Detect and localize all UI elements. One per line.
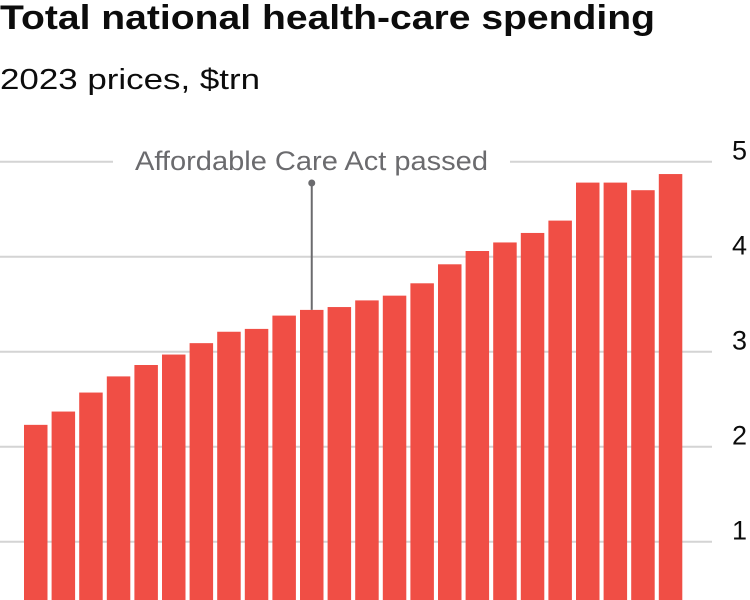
bar [576, 182, 600, 600]
bar [300, 309, 324, 600]
bar [520, 232, 545, 600]
bar [658, 174, 683, 600]
bar [548, 220, 572, 600]
bar [106, 376, 131, 600]
annotation: Affordable Care Act passed [135, 146, 488, 310]
bar [244, 328, 269, 600]
annotation-label: Affordable Care Act passed [135, 146, 488, 176]
y-tick-label: 3 [732, 326, 747, 356]
bar [410, 283, 434, 600]
chart-subtitle: 2023 prices, $trn [0, 64, 260, 96]
y-tick-label: 1 [732, 516, 747, 546]
y-tick-label: 2 [732, 421, 747, 451]
bar [382, 295, 407, 600]
y-tick-label: 4 [732, 231, 747, 261]
bar [631, 190, 655, 600]
bar [79, 392, 103, 600]
bar [189, 343, 214, 600]
bar [24, 424, 48, 600]
bar [272, 315, 296, 600]
bar [355, 300, 379, 600]
bar [438, 264, 462, 600]
bar [162, 354, 186, 600]
bars [24, 174, 683, 600]
y-axis-labels: 1 2 3 4 5 [732, 136, 747, 546]
bar [493, 242, 517, 600]
bar [217, 331, 241, 600]
bar [465, 251, 490, 600]
bar [327, 307, 352, 600]
bar [51, 411, 76, 600]
chart-title: Total national health-care spending [0, 0, 655, 37]
bar [134, 365, 158, 600]
bar [603, 182, 628, 600]
annotation-dot [308, 179, 316, 187]
y-tick-label: 5 [732, 136, 747, 166]
